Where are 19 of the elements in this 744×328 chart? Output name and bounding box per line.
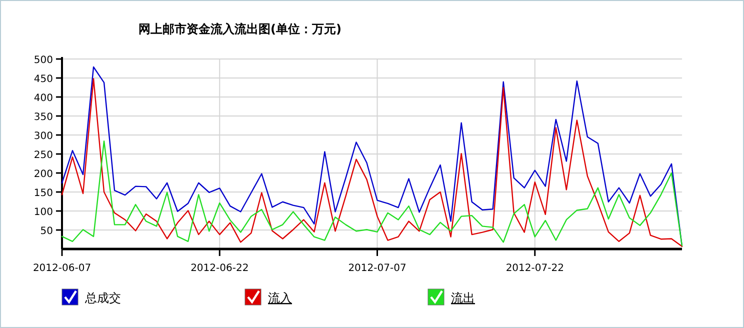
y-tick-label: 300	[34, 131, 53, 142]
y-tick-label: 500	[34, 55, 53, 66]
y-tick-label: 400	[34, 93, 53, 104]
line-series	[61, 140, 683, 246]
x-tick-label: 2012-06-22	[190, 263, 249, 274]
y-tick-label: 100	[34, 207, 53, 218]
y-tick-label: 350	[34, 112, 53, 123]
legend-label: 流入	[268, 291, 292, 305]
x-tick-label: 2012-07-07	[348, 263, 406, 274]
y-tick-label: 150	[34, 188, 53, 199]
y-tick-label: 450	[34, 74, 53, 85]
x-tick-label: 2012-06-07	[32, 263, 92, 274]
chart-title: 网上邮市资金流入流出图(单位：万元)	[138, 22, 342, 36]
legend-label: 总成交	[84, 291, 121, 305]
y-tick-label: 200	[34, 169, 53, 180]
y-tick-label: 250	[34, 150, 53, 161]
y-tick-label: 50	[40, 226, 53, 237]
legend-label: 流出	[451, 291, 475, 305]
x-tick-label: 2012-07-22	[506, 263, 564, 274]
